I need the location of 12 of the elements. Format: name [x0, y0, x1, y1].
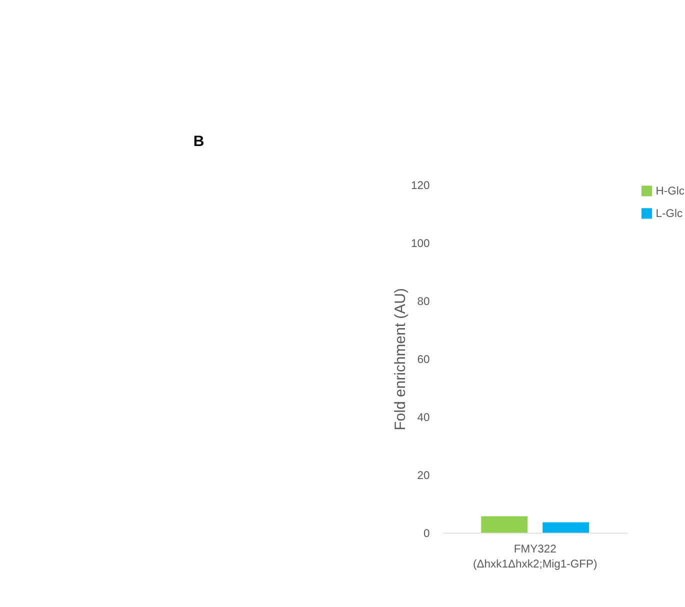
y-axis-title: Fold enrichment (AU) — [392, 288, 410, 430]
legend-label: H-Glc — [656, 186, 685, 198]
y-tick-label: 100 — [411, 238, 430, 250]
y-tick-label: 40 — [417, 412, 430, 424]
x-tick-label: FMY322 (Δhxk1Δhxk2;Mig1-GFP) — [472, 544, 598, 571]
y-tick-label: 60 — [417, 354, 430, 366]
text: B — [193, 133, 204, 150]
legend-label: L-Glc — [656, 208, 683, 220]
y-tick-label: 0 — [424, 528, 430, 540]
y-tick-label: 80 — [417, 296, 430, 308]
y-tick-label: 120 — [411, 180, 430, 192]
y-tick-label: 20 — [417, 470, 430, 482]
